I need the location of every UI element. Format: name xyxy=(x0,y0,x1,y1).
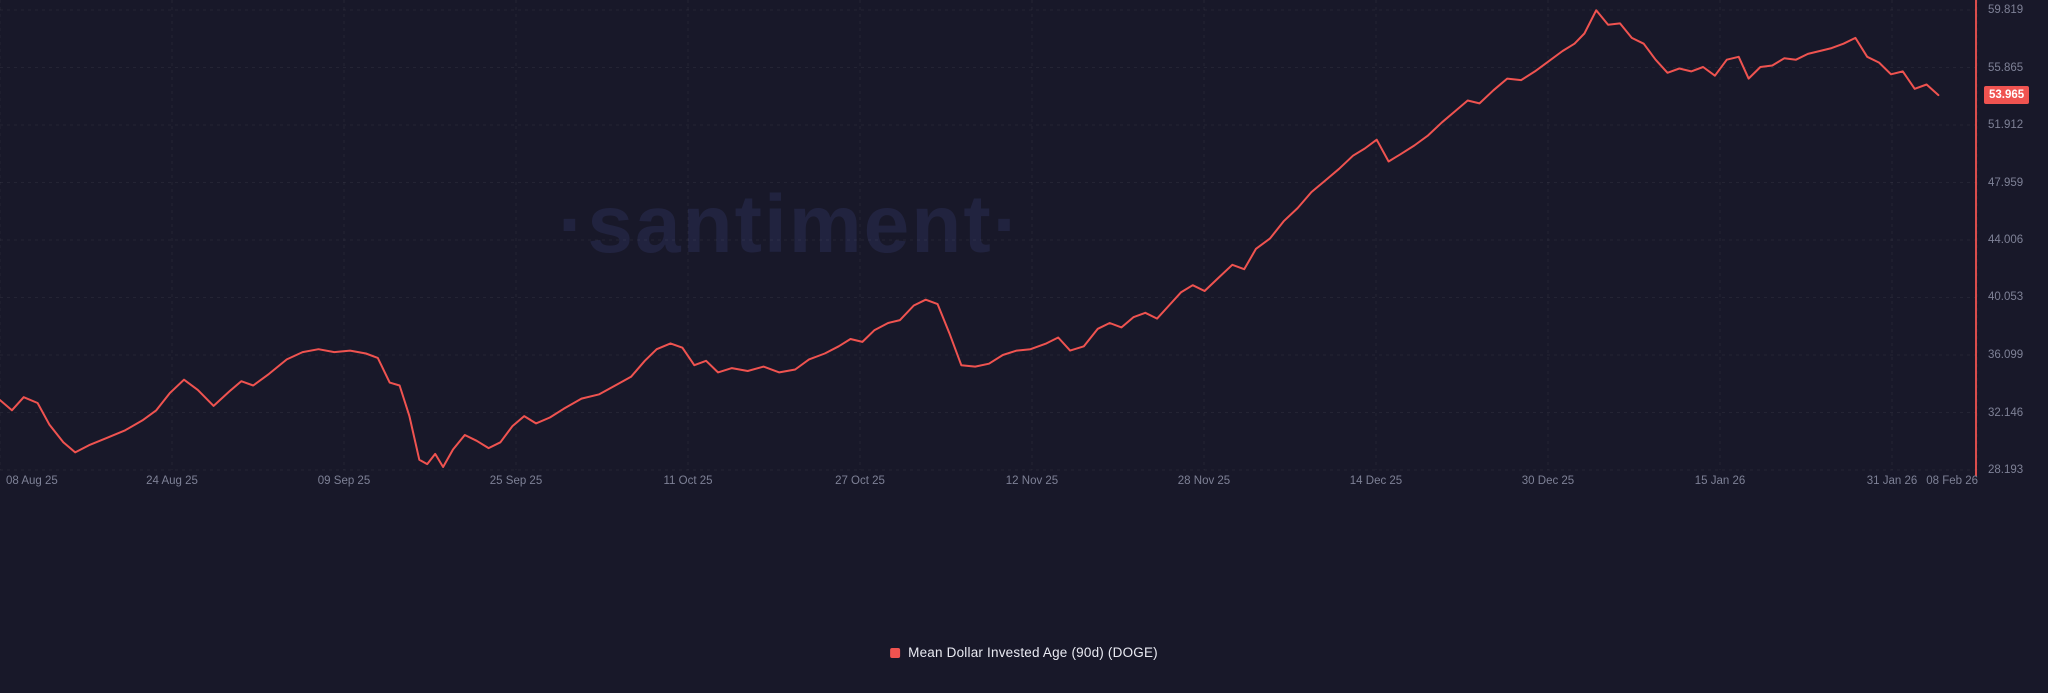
y-axis-label: 44.006 xyxy=(1988,234,2024,246)
x-axis: 08 Aug 25 24 Aug 25 09 Sep 25 25 Sep 25 11 O… xyxy=(0,473,1978,493)
x-axis-label: 12 Nov 25 xyxy=(1005,475,1059,487)
x-axis-label: 11 Oct 25 xyxy=(663,475,713,487)
x-axis-label: 15 Jan 26 xyxy=(1694,475,1746,487)
y-axis-label: 55.865 xyxy=(1988,61,2024,74)
x-axis-label: 31 Jan 26 xyxy=(1866,475,1918,487)
y-axis-label: 51.912 xyxy=(1988,119,2024,131)
data-line xyxy=(0,9,1940,468)
x-axis-label: 28 Nov 25 xyxy=(1177,475,1231,487)
current-value-badge: 53.965 xyxy=(1984,86,2030,105)
y-axis-label: 32.146 xyxy=(1988,406,2024,419)
x-axis-label: 25 Sep 25 xyxy=(489,475,543,487)
y-axis-label: 59.819 xyxy=(1988,4,2024,16)
legend-item[interactable]: Mean Dollar Invested Age (90d) (DOGE) xyxy=(890,645,1158,660)
x-axis-label: 08 Feb 26 xyxy=(1926,475,1978,487)
y-axis-label: 47.959 xyxy=(1988,176,2024,189)
legend-label: Mean Dollar Invested Age (90d) (DOGE) xyxy=(908,645,1158,660)
x-axis-label: 30 Dec 25 xyxy=(1521,475,1575,487)
line-chart[interactable] xyxy=(0,0,1978,478)
x-axis-label: 27 Oct 25 xyxy=(835,475,885,487)
x-axis-label: 24 Aug 25 xyxy=(146,475,198,487)
y-axis: 59.819 55.865 51.912 47.959 44.006 40.053 36.0… xyxy=(1988,0,2048,480)
legend-color-swatch xyxy=(890,647,901,658)
x-axis-label: 08 Aug 25 xyxy=(6,475,58,487)
y-axis-label: 36.099 xyxy=(1988,349,2024,361)
y-axis-label: 28.193 xyxy=(1988,464,2024,476)
x-axis-label: 14 Dec 25 xyxy=(1349,475,1403,487)
x-axis-label: 09 Sep 25 xyxy=(317,475,371,487)
y-axis-label: 40.053 xyxy=(1988,291,2024,304)
